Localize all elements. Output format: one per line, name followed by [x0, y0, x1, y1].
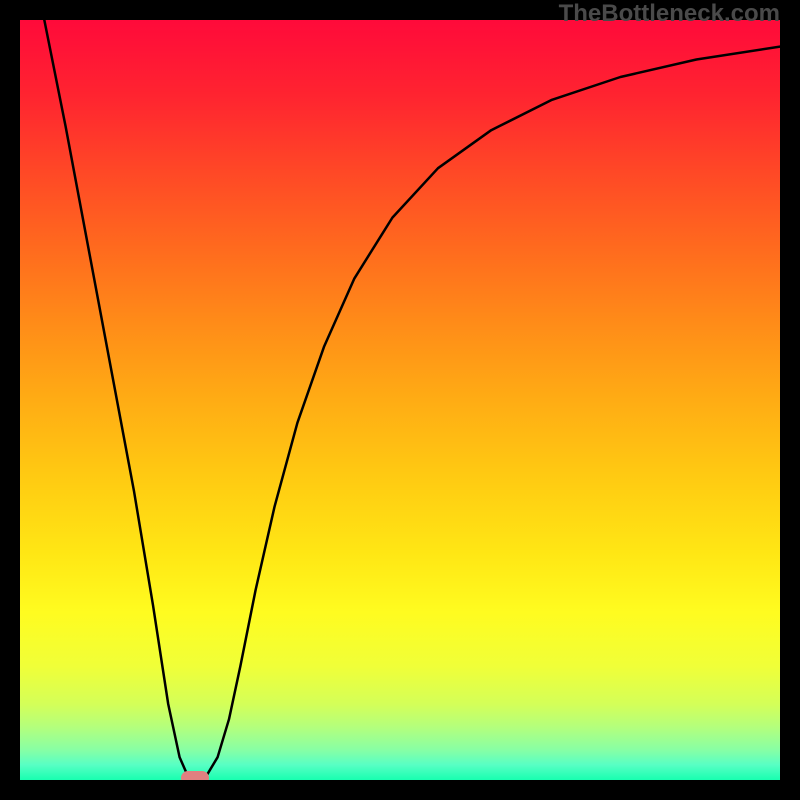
bottleneck-curve [20, 20, 780, 780]
optimal-marker [181, 771, 209, 780]
chart-container: TheBottleneck.com [0, 0, 800, 800]
watermark-text: TheBottleneck.com [559, 0, 780, 28]
plot-area [20, 20, 780, 780]
